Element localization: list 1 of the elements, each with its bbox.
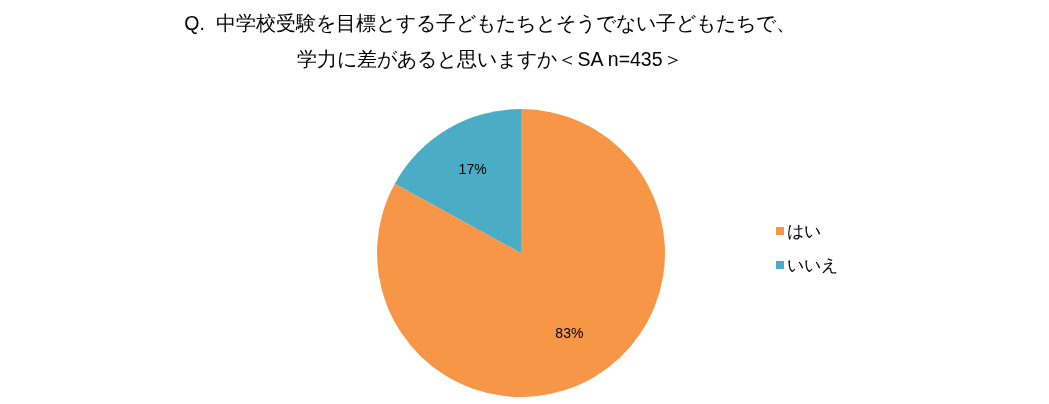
title: Q. 中学校受験を目標とする子どもたちとそうでない子どもたちで、学力に差があると思いますか＜SA n=435＞ <box>184 12 796 70</box>
